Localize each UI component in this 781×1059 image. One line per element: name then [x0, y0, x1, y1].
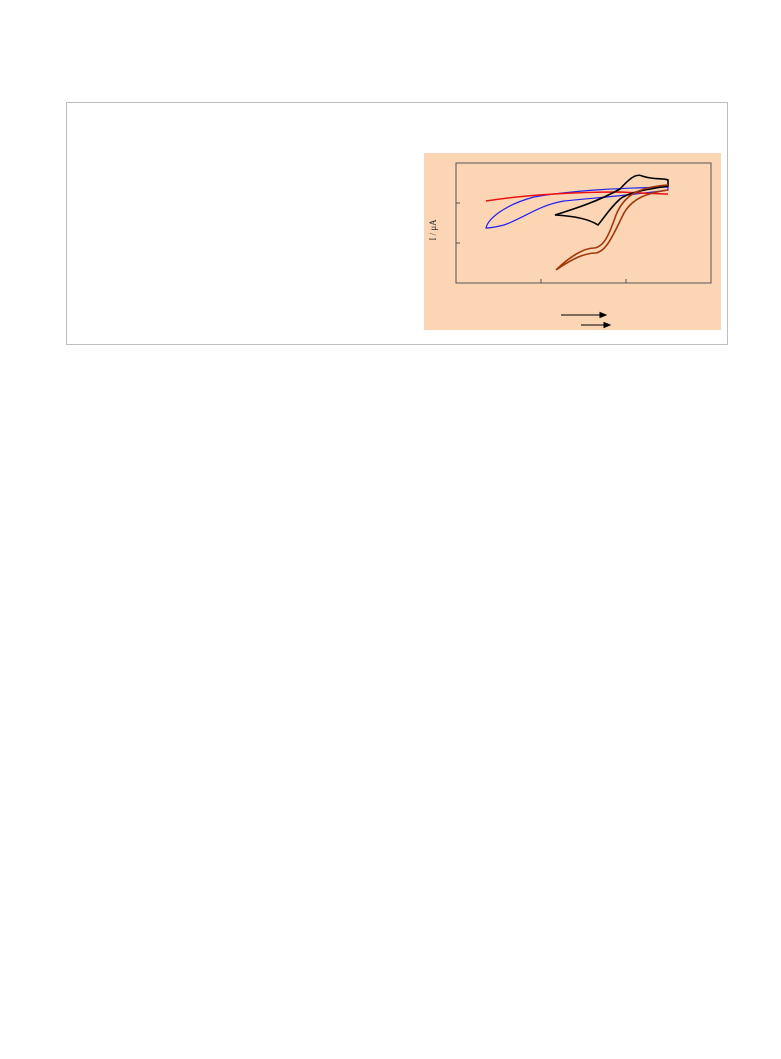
figure: I / μA: [424, 153, 721, 330]
curve-blue: [485, 186, 669, 229]
figure-box: [66, 102, 728, 345]
arrows: [561, 311, 612, 329]
plot-frame: [455, 162, 712, 284]
y-axis-label: I / μA: [428, 219, 438, 241]
ticks: [456, 162, 627, 284]
curve-brown: [555, 184, 669, 271]
curve-black: [554, 174, 669, 227]
figure-background: [424, 153, 721, 330]
curve-red: [485, 191, 669, 202]
